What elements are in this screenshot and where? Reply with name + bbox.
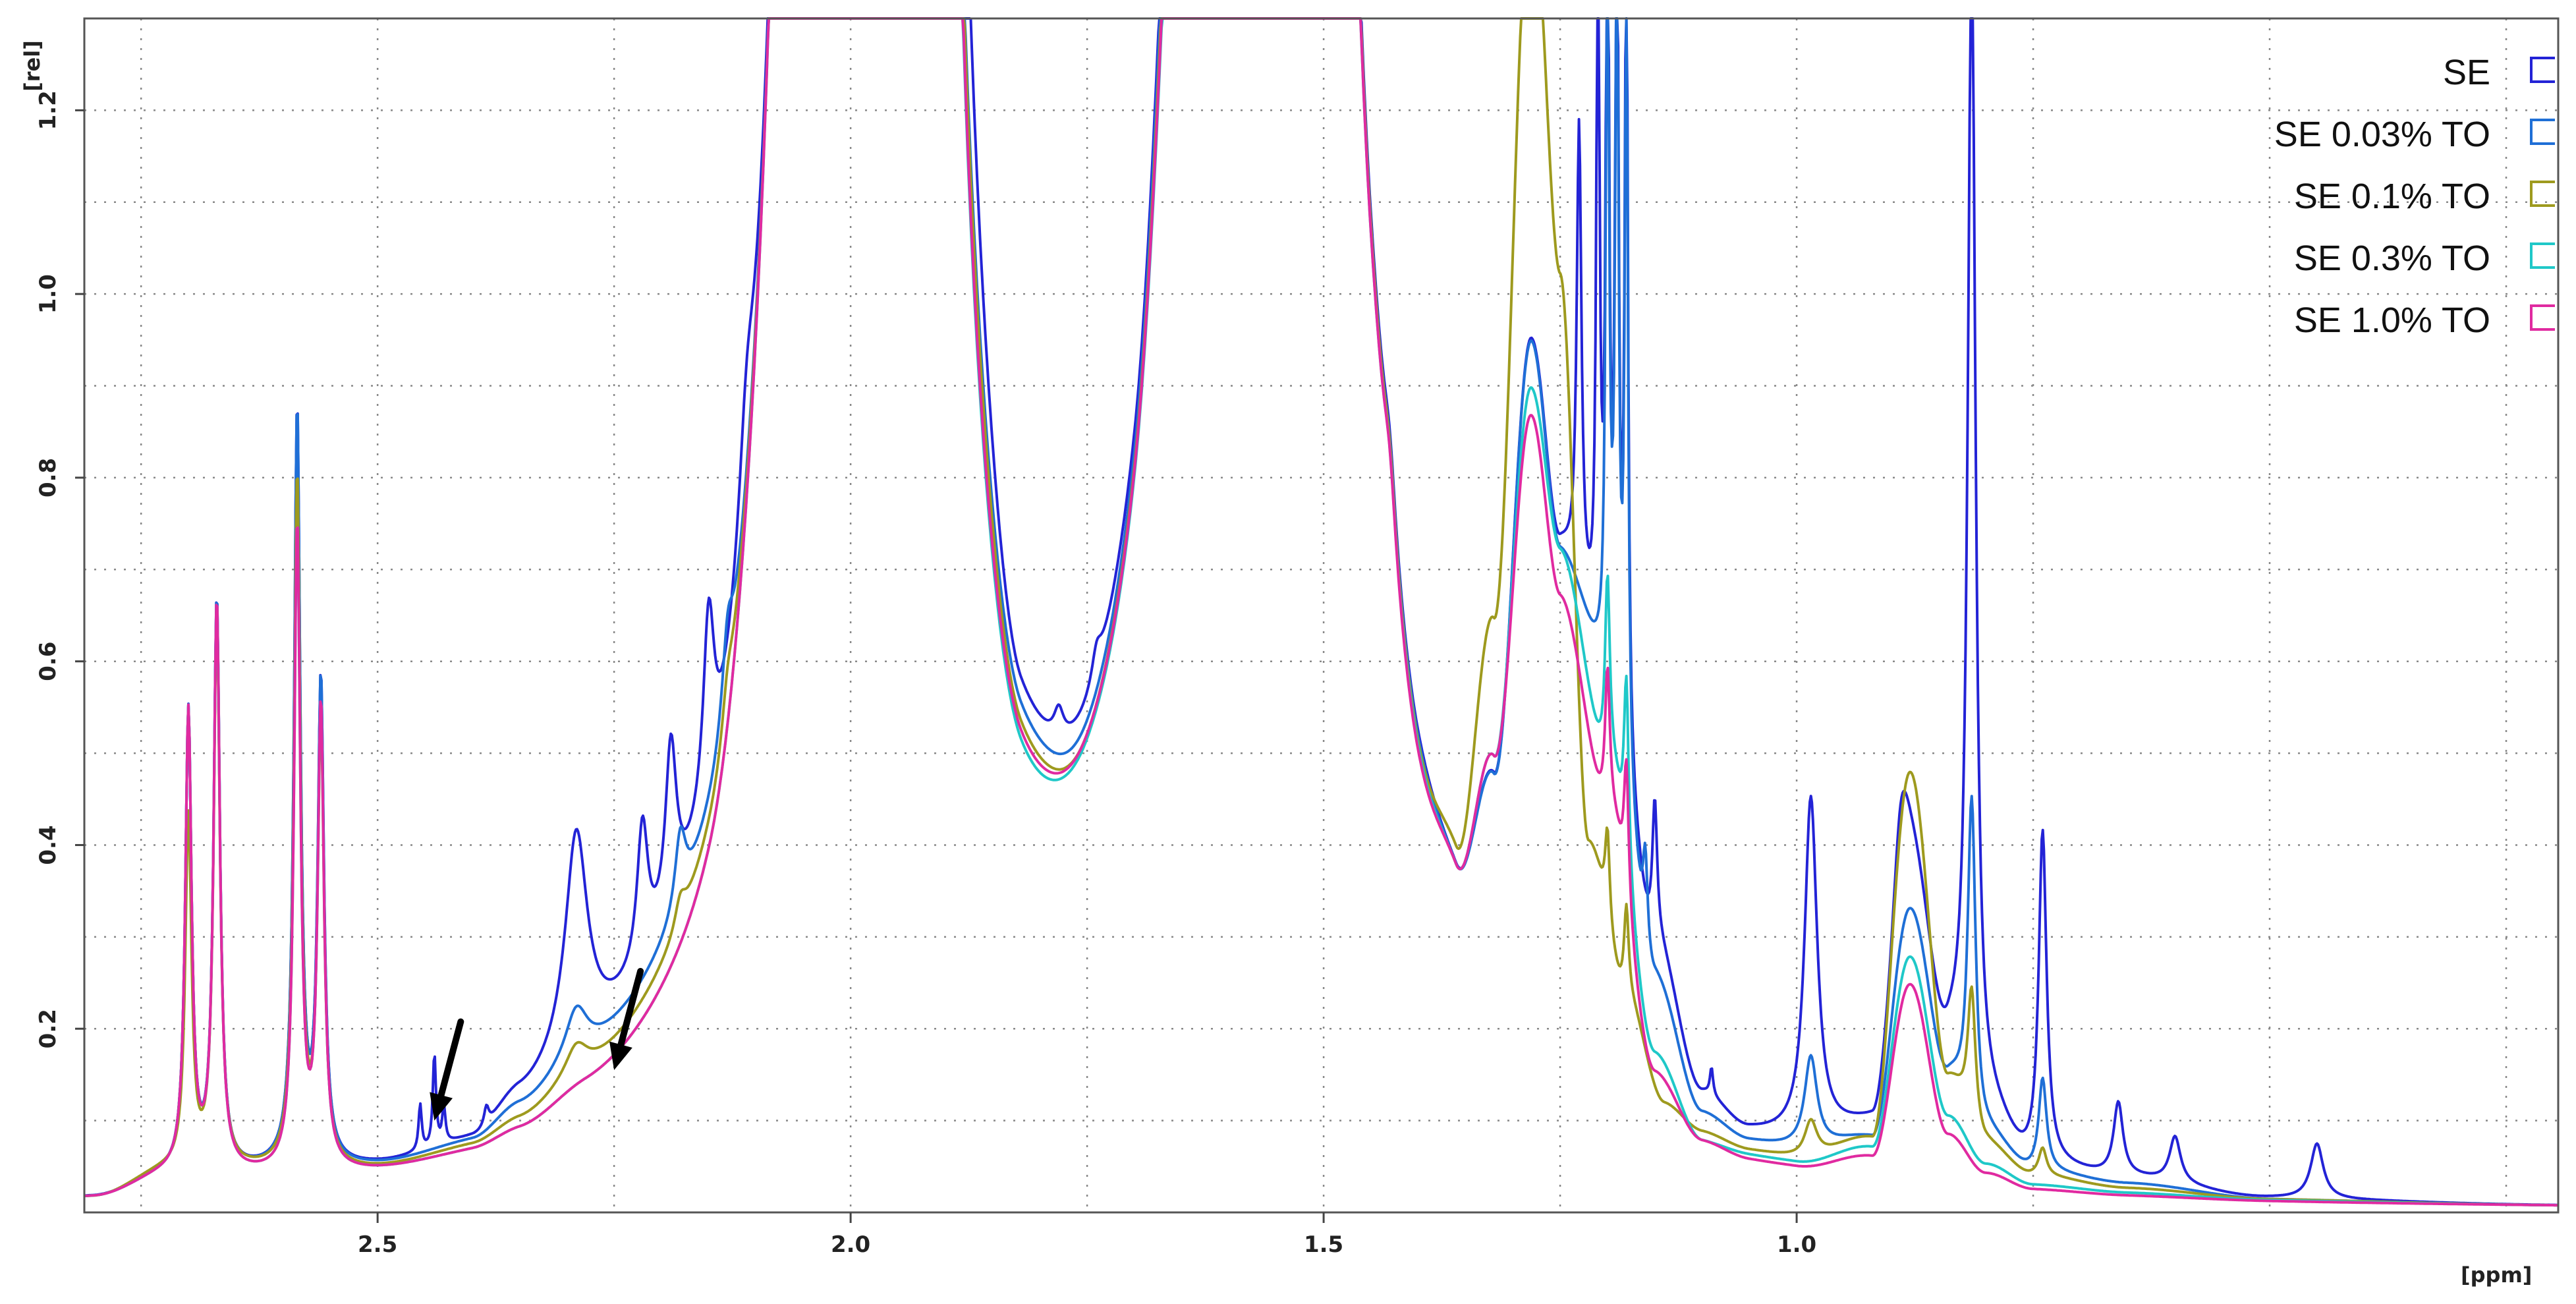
- legend-label: SE: [2443, 53, 2490, 92]
- y-tick-label: 1.2: [35, 90, 61, 130]
- y-axis-unit-label: [rel]: [20, 40, 45, 92]
- x-tick-label: 2.5: [358, 1232, 397, 1258]
- annotation-arrow: [609, 967, 644, 1070]
- y-tick-label: 0.2: [35, 1009, 61, 1048]
- legend-swatch: [2530, 242, 2555, 269]
- legend-swatch: [2530, 57, 2555, 83]
- annotation-arrow: [430, 1018, 464, 1121]
- annotation-arrows: [430, 967, 644, 1121]
- x-tick-label: 2.0: [831, 1232, 870, 1258]
- x-axis-unit-label: [ppm]: [2461, 1262, 2532, 1288]
- legend-item: SE 0.03% TO: [2274, 115, 2555, 154]
- legend-label: SE 0.03% TO: [2274, 115, 2490, 154]
- y-tick-label: 1.0: [35, 274, 61, 314]
- legend-item: SE 1.0% TO: [2294, 300, 2555, 340]
- legend-label: SE 0.3% TO: [2294, 239, 2490, 278]
- legend-item: SE: [2443, 53, 2555, 92]
- x-tick-label: 1.0: [1777, 1232, 1816, 1258]
- legend-item: SE 0.3% TO: [2294, 239, 2555, 278]
- plot-frame: [83, 17, 2560, 1214]
- y-tick-label: 0.6: [35, 642, 61, 681]
- legend-swatch: [2530, 119, 2555, 145]
- y-tick-label: 0.8: [35, 458, 61, 497]
- legend-swatch: [2530, 181, 2555, 207]
- x-tick-label: 1.5: [1304, 1232, 1343, 1258]
- legend-item: SE 0.1% TO: [2294, 177, 2555, 216]
- y-tick-label: 0.4: [35, 825, 61, 865]
- legend: SE SE 0.03% TO SE 0.1% TO SE 0.3% TO SE 1.0%…: [2274, 53, 2555, 340]
- legend-swatch: [2530, 304, 2555, 331]
- axis-ticks: 0.2 0.4 0.6 0.8 1.0 1.2 2.5 2.0 1.5 1.0: [35, 90, 1816, 1258]
- legend-label: SE 1.0% TO: [2294, 300, 2490, 340]
- legend-label: SE 0.1% TO: [2294, 177, 2490, 216]
